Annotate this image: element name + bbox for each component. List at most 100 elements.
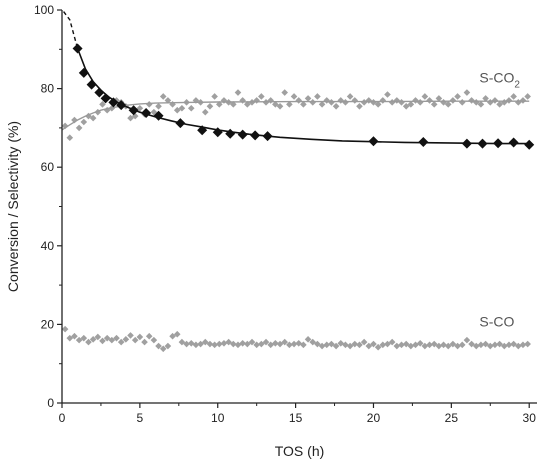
co2-selectivity-point	[309, 99, 317, 106]
co2-selectivity-point	[332, 102, 340, 110]
co2-selectivity-point	[99, 101, 106, 108]
labels: 0 5 10 15 20 25 30 0 20 40 60 80 100 TOS (h) Conversio…	[5, 3, 536, 459]
co2-selectivity-point	[318, 101, 326, 108]
co-selectivity-point	[71, 332, 78, 340]
co2-selectivity-point	[145, 101, 153, 108]
conversion-point	[100, 93, 111, 104]
co-selectivity-point	[211, 341, 218, 349]
co-selectivity-point	[505, 341, 513, 349]
co2-selectivity-point	[304, 95, 312, 102]
conversion-point	[477, 138, 488, 149]
co2-selectivity-point	[295, 97, 303, 104]
co2-selectivity-point	[290, 93, 298, 100]
co-selectivity-point	[159, 345, 167, 353]
co-selectivity-point	[178, 338, 186, 346]
co-selectivity-point	[300, 341, 307, 349]
co2-selectivity-point	[496, 101, 503, 108]
co2-selectivity-point	[281, 89, 289, 96]
co-selectivity-point	[183, 340, 190, 348]
co-selectivity-point	[426, 341, 433, 349]
conversion-point	[493, 138, 504, 149]
co2-selectivity-point	[211, 93, 218, 100]
y-tick-label: 100	[34, 3, 54, 17]
conversion-fit-dashed	[63, 11, 79, 49]
co-selectivity-point	[444, 342, 452, 350]
co-selectivity-point	[318, 342, 326, 350]
co-selectivity-point	[384, 340, 391, 348]
co-selectivity-point	[103, 334, 111, 342]
co-selectivity-point	[346, 342, 354, 350]
co-selectivity-point	[393, 342, 401, 350]
fit-lines	[61, 11, 530, 145]
co-selectivity-point	[141, 338, 148, 346]
co-selectivity-point	[262, 338, 270, 346]
co-selectivity-point	[379, 341, 387, 349]
co-selectivity-point	[388, 338, 396, 346]
co-selectivity-point	[75, 336, 83, 344]
conversion-point	[153, 110, 164, 121]
y-tick-label: 20	[41, 317, 55, 331]
conversion-point	[78, 67, 89, 78]
co-selectivity-point	[482, 340, 489, 348]
co-selectivity-point	[150, 336, 158, 344]
co-selectivity-point	[332, 342, 340, 350]
co2-selectivity-point	[342, 99, 349, 106]
co-selectivity-point	[402, 340, 410, 348]
conversion-point	[86, 79, 97, 90]
co-selectivity-point	[244, 340, 251, 348]
co-selectivity-point	[197, 340, 204, 348]
co-selectivity-point	[360, 338, 368, 346]
co2-selectivity-point	[234, 89, 242, 96]
conversion-point	[108, 97, 119, 108]
co-selectivity-point	[351, 340, 359, 348]
co2-selectivity-point	[89, 114, 97, 122]
co-selectivity-point	[449, 340, 457, 348]
co-selectivity-point	[430, 340, 438, 348]
co-selectivity-point	[281, 338, 289, 346]
co2-selectivity-point	[421, 93, 429, 100]
co-selectivity-point	[421, 342, 429, 350]
conversion-point	[212, 127, 223, 138]
co-selectivity-point	[486, 342, 494, 350]
co-selectivity-point	[468, 340, 475, 348]
co-selectivity-point	[491, 341, 499, 349]
co2-selectivity-point	[384, 91, 391, 98]
co2-selectivity-point	[458, 99, 466, 106]
co-selectivity-point	[253, 341, 260, 349]
co-selectivity-point	[500, 342, 508, 350]
co2-selectivity-point	[230, 101, 237, 108]
co2-selectivity-point	[435, 95, 443, 102]
co-selectivity-point	[113, 334, 120, 342]
x-tick-label: 20	[367, 411, 381, 425]
x-tick-label: 0	[59, 411, 66, 425]
conversion-point	[508, 137, 519, 148]
co-selectivity-point	[117, 338, 125, 346]
co-selectivity-point	[416, 339, 424, 347]
conversion-fit-line	[76, 48, 530, 145]
co2-selectivity-point	[328, 99, 335, 106]
co-selectivity-point	[398, 341, 405, 349]
co-selectivity-point	[136, 333, 144, 341]
co-selectivity-point	[323, 341, 331, 349]
conversion-point	[94, 87, 105, 98]
co2-selectivity-point	[187, 104, 195, 112]
co2-selectivity-markers	[61, 89, 531, 142]
conversion-point	[250, 130, 261, 141]
y-tick-label: 40	[41, 239, 55, 253]
co2-selectivity-point	[75, 124, 83, 132]
label-s-co: S-CO	[479, 313, 514, 329]
x-tick-label: 30	[523, 411, 537, 425]
co-selectivity-point	[66, 334, 74, 342]
co-selectivity-point	[248, 338, 256, 346]
co-selectivity-point	[342, 341, 349, 349]
co-selectivity-point	[206, 340, 214, 348]
co2-selectivity-point	[356, 102, 363, 110]
x-axis-title: TOS (h)	[275, 443, 325, 459]
co2-selectivity-point	[444, 101, 452, 108]
co-selectivity-point	[524, 340, 531, 348]
co2-selectivity-point	[220, 97, 228, 104]
conversion-point	[418, 137, 429, 148]
co2-selectivity-point	[482, 95, 489, 102]
co2-selectivity-point	[388, 99, 396, 106]
